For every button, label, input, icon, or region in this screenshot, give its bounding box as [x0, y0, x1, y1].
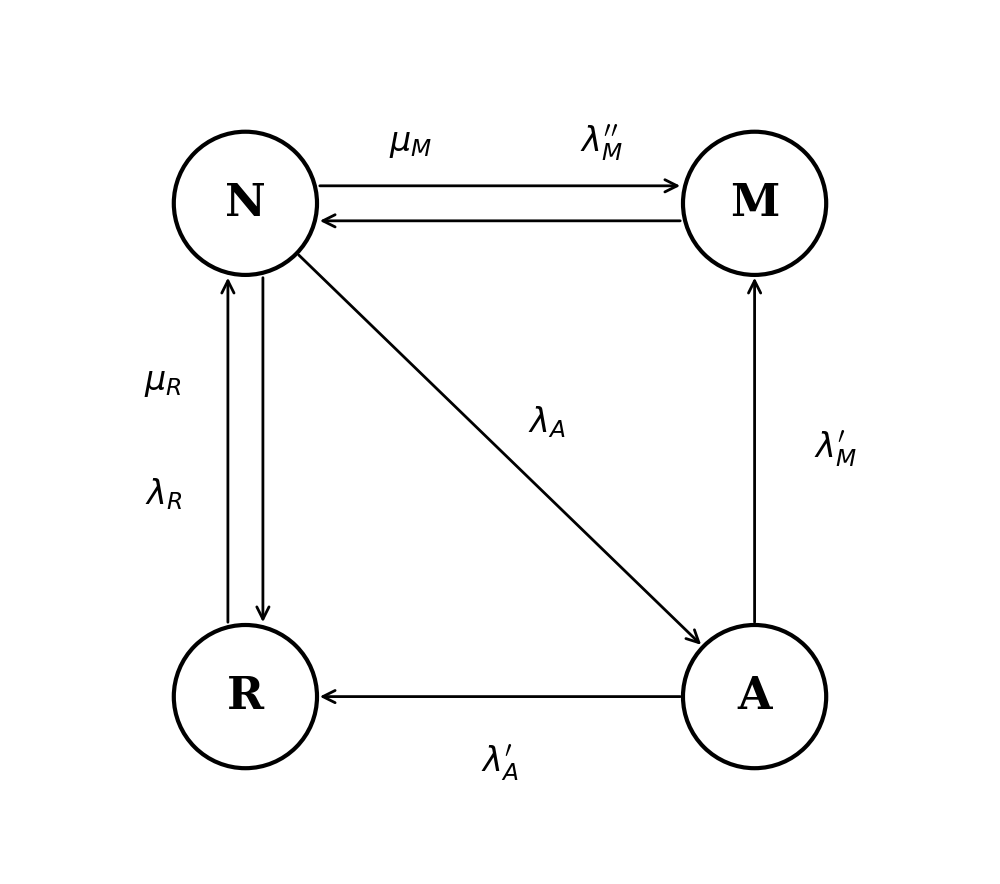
Text: R: R [227, 675, 264, 718]
Text: N: N [225, 182, 266, 225]
Text: $\mu_M$: $\mu_M$ [389, 127, 432, 160]
Text: $\lambda_A$: $\lambda_A$ [528, 404, 565, 440]
Text: M: M [730, 182, 779, 225]
Circle shape [683, 625, 826, 768]
Text: $\lambda_A'$: $\lambda_A'$ [481, 744, 519, 784]
Text: $\lambda_M'$: $\lambda_M'$ [814, 430, 857, 470]
Text: A: A [737, 675, 772, 718]
Text: $\lambda_M''$: $\lambda_M''$ [580, 124, 622, 164]
Circle shape [174, 625, 317, 768]
Text: $\mu_R$: $\mu_R$ [144, 366, 182, 399]
Circle shape [683, 132, 826, 275]
Text: $\lambda_R$: $\lambda_R$ [145, 476, 182, 512]
Circle shape [174, 132, 317, 275]
